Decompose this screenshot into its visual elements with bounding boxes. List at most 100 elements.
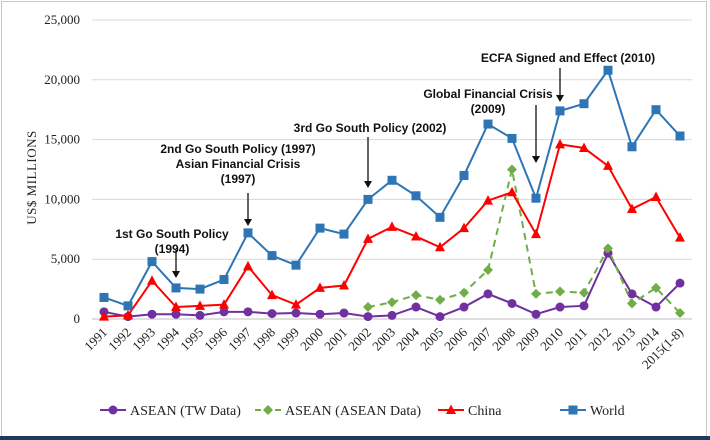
data-point-asean-tw-data: [507, 298, 517, 308]
data-point-world: [147, 257, 157, 267]
data-point-asean-asean-data: [651, 282, 661, 293]
annotation-text: (1997): [221, 172, 256, 186]
data-point-world: [171, 283, 181, 293]
legend-marker-world: [568, 405, 578, 415]
data-point-world: [291, 260, 301, 270]
data-point-china: [243, 260, 253, 271]
data-point-china: [555, 138, 565, 149]
data-point-asean-tw-data: [195, 310, 205, 320]
data-point-asean-asean-data: [387, 297, 397, 308]
data-point-world: [339, 229, 349, 239]
data-point-china: [291, 299, 301, 309]
data-point-asean-asean-data: [579, 287, 589, 298]
data-point-world: [603, 65, 613, 75]
data-point-asean-asean-data: [435, 294, 445, 305]
data-point-world: [675, 131, 685, 141]
data-point-world: [507, 133, 517, 143]
x-tick-label: 2001: [321, 325, 350, 354]
annotation-text: (1994): [155, 242, 190, 256]
data-point-asean-tw-data: [435, 312, 445, 322]
data-point-china: [435, 241, 445, 252]
x-tick-label: 2009: [513, 325, 542, 354]
data-point-china: [627, 203, 637, 213]
x-tick-label: 2005: [417, 325, 446, 354]
x-tick-label: 2007: [465, 324, 494, 353]
x-tick-label: 2003: [369, 325, 398, 354]
data-point-world: [651, 105, 661, 115]
y-tick-label: 20,000: [44, 72, 80, 87]
x-tick-label: 1991: [81, 325, 110, 354]
legend-marker-china: [446, 404, 456, 414]
x-tick-label: 2000: [297, 325, 326, 354]
y-tick-label: 0: [74, 311, 81, 326]
data-point-china: [459, 222, 469, 233]
x-tick-label: 2004: [393, 324, 422, 353]
data-point-asean-tw-data: [459, 302, 469, 312]
data-point-china: [411, 230, 421, 241]
y-tick-label: 15,000: [44, 132, 80, 147]
data-point-world: [219, 275, 229, 285]
series-line-world: [103, 68, 681, 308]
y-axis-label: US$ MILLIONS: [24, 130, 39, 224]
legend-label-asean-asean-data: ASEAN (ASEAN Data): [285, 404, 421, 419]
y-tick-label: 5,000: [51, 251, 80, 266]
x-tick-label: 2006: [441, 324, 470, 353]
annotation-text: 2nd Go South Policy (1997): [160, 142, 315, 156]
x-tick-label: 1994: [153, 324, 182, 353]
data-point-world: [555, 106, 565, 116]
legend-label-world: World: [590, 404, 625, 419]
y-tick-label: 25,000: [44, 12, 80, 27]
data-point-asean-asean-data: [675, 308, 685, 319]
x-tick-label: 1992: [105, 325, 134, 354]
data-point-china: [603, 160, 613, 170]
y-tick-label: 10,000: [44, 191, 80, 206]
legend-marker-asean-tw-data: [108, 405, 118, 415]
data-point-china: [387, 221, 397, 231]
data-point-china: [195, 300, 205, 310]
data-point-world: [579, 99, 589, 109]
data-point-world: [195, 284, 205, 294]
x-tick-label: 1995: [177, 325, 206, 354]
data-point-china: [171, 301, 181, 312]
data-point-china: [675, 232, 685, 242]
data-point-asean-tw-data: [483, 289, 493, 299]
x-tick-label: 2012: [585, 325, 614, 354]
data-point-world: [123, 301, 133, 311]
data-point-china: [219, 299, 229, 309]
data-point-asean-tw-data: [267, 309, 277, 319]
data-point-asean-tw-data: [651, 302, 661, 312]
data-point-asean-tw-data: [579, 301, 589, 311]
annotation-text: Global Financial Crisis: [423, 87, 553, 101]
x-tick-label: 2013: [609, 325, 638, 354]
data-point-world: [483, 119, 493, 129]
annotation-arrow-head: [172, 271, 180, 278]
annotation-text: 3rd Go South Policy (2002): [294, 121, 447, 135]
data-point-world: [627, 142, 637, 152]
data-point-china: [507, 186, 517, 197]
data-point-world: [315, 223, 325, 233]
data-point-asean-asean-data: [555, 286, 565, 297]
data-point-china: [483, 195, 493, 205]
data-point-china: [123, 309, 133, 320]
annotation-arrow-head: [364, 181, 372, 188]
x-tick-label: 1999: [273, 325, 302, 354]
annotation-arrow-head: [244, 219, 252, 226]
x-tick-label: 1996: [201, 324, 230, 353]
data-point-world: [267, 251, 277, 261]
x-tick-label: 1997: [225, 324, 254, 353]
data-point-asean-tw-data: [363, 312, 373, 322]
data-point-world: [99, 292, 109, 302]
annotation-text: Asian Financial Crisis: [176, 157, 301, 171]
x-tick-label: 2002: [345, 325, 374, 354]
x-tick-label: 2011: [561, 325, 590, 354]
x-tick-label: 1993: [129, 325, 158, 354]
annotation-arrow-head: [532, 156, 540, 163]
legend-marker-asean-asean-data: [263, 405, 273, 415]
data-point-asean-tw-data: [339, 308, 349, 318]
annotation-text: ECFA Signed and Effect (2010): [481, 51, 655, 65]
data-point-asean-tw-data: [147, 309, 157, 319]
legend-label-asean-tw-data: ASEAN (TW Data): [130, 404, 241, 419]
data-point-asean-tw-data: [627, 289, 637, 299]
bottom-strip: [0, 436, 710, 440]
data-point-asean-asean-data: [627, 298, 637, 309]
